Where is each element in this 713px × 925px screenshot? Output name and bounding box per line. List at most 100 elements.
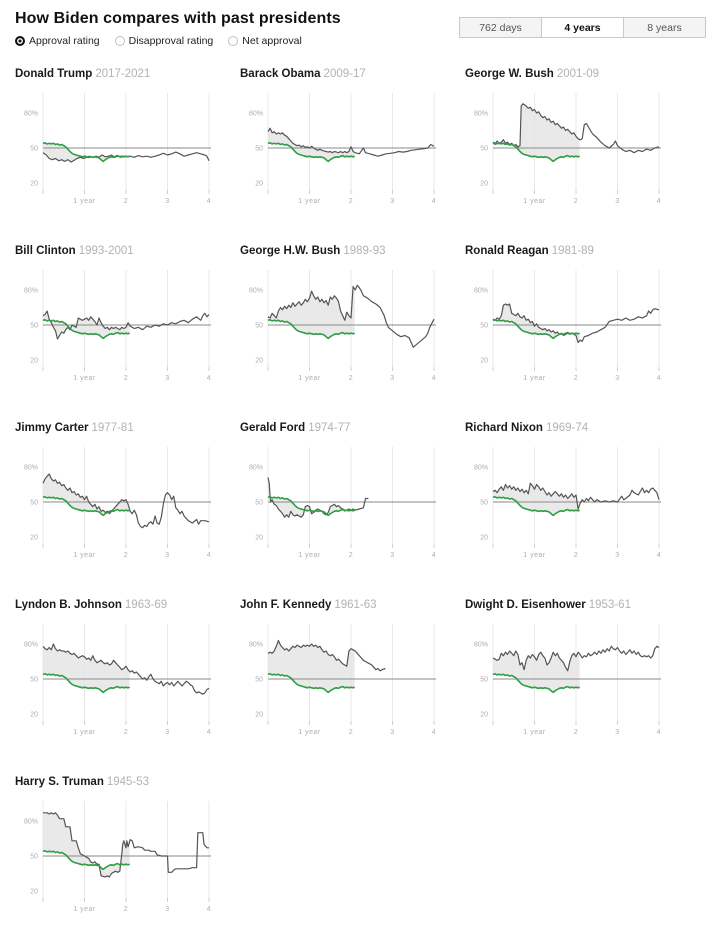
y-tick-label: 20 [255,181,263,188]
y-tick-label: 80% [474,642,488,649]
chart-george-w-bush: George W. Bush 2001-09 80% 50 20 1 year 2 3 4 [465,68,679,217]
y-tick-label: 80% [24,465,38,472]
president-name: George H.W. Bush [240,245,341,257]
president-approval-line [43,812,209,878]
chart-plot: 80% 50 20 1 year 2 3 4 [24,624,211,736]
range-button-8-years[interactable]: 8 years [623,17,706,38]
x-tick-label: 2 [124,375,128,382]
range-button-4-years[interactable]: 4 years [541,17,624,38]
radio-label: Approval rating [29,35,100,47]
x-tick-label: 3 [390,729,394,736]
x-tick-label: 1 year [298,375,321,382]
x-tick-label: 3 [615,198,619,205]
y-tick-label: 20 [30,712,38,719]
x-tick-label: 1 year [73,906,96,913]
diff-area [268,477,355,518]
biden-approval-line [267,142,355,163]
y-tick-label: 20 [480,712,488,719]
chart-title: Harry S. Truman 1945-53 [15,776,229,788]
radio-unselected-icon [228,36,239,46]
president-term-years: 1981-89 [551,245,594,257]
president-term-years: 1993-2001 [78,245,134,257]
chart-title: Lyndon B. Johnson 1963-69 [15,599,229,611]
chart-plot: 80% 50 20 1 year 2 3 4 [24,270,211,382]
x-tick-label: 2 [574,375,578,382]
radio-disapproval-rating[interactable]: Disapproval rating [114,35,213,47]
y-tick-label: 50 [255,500,263,507]
radio-label: Net approval [242,35,302,47]
president-approval-line [267,639,386,672]
y-tick-label: 50 [255,323,263,330]
diff-area [493,651,580,693]
x-tick-label: 1 year [73,552,96,559]
x-tick-label: 4 [207,198,211,205]
x-tick-label: 1 year [73,198,96,205]
y-tick-label: 50 [480,500,488,507]
president-term-years: 2017-2021 [95,68,151,80]
biden-approval-line [42,142,130,163]
president-term-years: 1963-69 [124,599,168,611]
chart-plot: 80% 50 20 1 year 2 3 4 [249,93,436,205]
page-title: How Biden compares with past presidents [15,10,341,27]
y-tick-label: 80% [474,465,488,472]
chart-title: Jimmy Carter 1977-81 [15,422,229,434]
chart-barack-obama: Barack Obama 2009-17 80% 50 20 1 year 2 3 4 [240,68,454,217]
chart-bill-clinton: Bill Clinton 1993-2001 80% 50 20 1 year 2 3 4 [15,245,229,394]
x-tick-label: 2 [124,906,128,913]
president-approval-line [492,645,660,672]
y-tick-label: 80% [24,819,38,826]
radio-approval-rating[interactable]: Approval rating [15,35,100,47]
x-tick-label: 2 [124,198,128,205]
x-tick-label: 4 [207,375,211,382]
chart-lyndon-b-johnson: Lyndon B. Johnson 1963-69 80% 50 20 1 year 2 3 4 [15,599,229,748]
y-tick-label: 20 [480,181,488,188]
x-tick-label: 1 year [73,375,96,382]
x-tick-label: 2 [349,375,353,382]
y-tick-label: 20 [255,358,263,365]
chart-dwight-d-eisenhower: Dwight D. Eisenhower 1953-61 80% 50 20 1 year… [465,599,679,748]
x-tick-label: 3 [615,552,619,559]
x-tick-label: 2 [574,729,578,736]
y-tick-label: 20 [30,358,38,365]
x-tick-label: 3 [390,198,394,205]
x-tick-label: 4 [432,552,436,559]
x-tick-label: 2 [574,552,578,559]
president-name: Barack Obama [240,68,321,80]
y-tick-label: 50 [255,146,263,153]
x-tick-label: 3 [165,198,169,205]
radio-net-approval[interactable]: Net approval [228,35,302,47]
x-tick-label: 4 [657,729,661,736]
chart-title: Gerald Ford 1974-77 [240,422,454,434]
x-tick-label: 4 [432,729,436,736]
biden-approval-line [492,142,580,163]
president-name: Harry S. Truman [15,776,104,788]
y-tick-label: 80% [249,642,263,649]
chart-donald-trump: Donald Trump 2017-2021 80% 50 20 1 year 2 3 4 [15,68,229,217]
x-tick-label: 2 [349,552,353,559]
chart-gerald-ford: Gerald Ford 1974-77 80% 50 20 1 year 2 3 4 [240,422,454,571]
y-tick-label: 80% [24,288,38,295]
chart-plot: 80% 50 20 1 year 2 3 4 [24,447,211,559]
range-button-762-days[interactable]: 762 days [459,17,542,38]
biden-approval-line [492,673,580,694]
president-name: Dwight D. Eisenhower [465,599,586,611]
y-tick-label: 50 [30,854,38,861]
chart-richard-nixon: Richard Nixon 1969-74 80% 50 20 1 year 2 3 4 [465,422,679,571]
chart-title: Richard Nixon 1969-74 [465,422,679,434]
president-term-years: 1969-74 [545,422,589,434]
radio-unselected-icon [114,36,125,46]
x-tick-label: 1 year [73,729,96,736]
y-tick-label: 20 [30,535,38,542]
x-tick-label: 2 [349,198,353,205]
chart-plot: 80% 50 20 1 year 2 3 4 [24,801,211,913]
diff-area [43,812,130,877]
y-tick-label: 20 [255,535,263,542]
y-tick-label: 80% [474,288,488,295]
biden-approval-line [267,673,355,694]
chart-title: John F. Kennedy 1961-63 [240,599,454,611]
president-term-years: 2001-09 [556,68,600,80]
x-tick-label: 2 [349,729,353,736]
x-tick-label: 3 [165,375,169,382]
x-tick-label: 3 [165,729,169,736]
x-tick-label: 4 [432,198,436,205]
